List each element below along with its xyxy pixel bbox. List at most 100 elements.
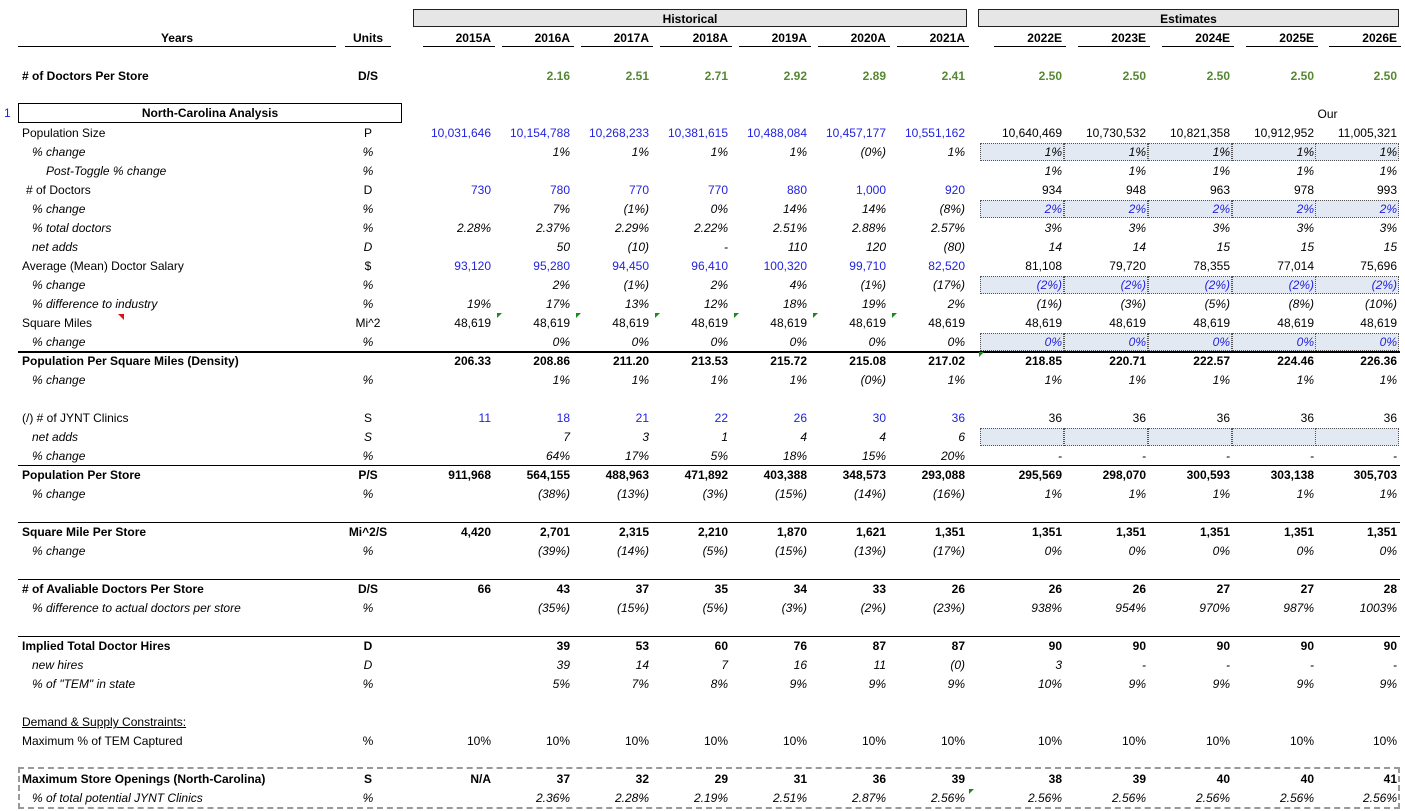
row-value: 0% (947, 335, 965, 349)
row-value: 730 (470, 183, 491, 197)
table-row: Implied Total Doctor Hires D 39 53 60 76 87 87 9… (0, 637, 1405, 656)
table-row: Population Per Square Miles (Density) 206… (0, 352, 1405, 371)
row-value: 1% (789, 145, 807, 159)
row-value: 2.22% (693, 221, 728, 235)
row-value: 22 (714, 411, 728, 425)
row-value: 7 (721, 658, 728, 672)
year-2022E: 2022E (1027, 31, 1062, 45)
row-label: Maximum Store Openings (North-Carolina) (22, 772, 266, 786)
row-value: 934 (1041, 183, 1062, 197)
row-value: 19% (861, 297, 886, 311)
row-value: - (1310, 658, 1314, 672)
row-value: 1% (1296, 145, 1314, 159)
row-value: 75,696 (1360, 259, 1397, 273)
row-value: 10% (466, 734, 491, 748)
row-value: 87 (872, 639, 886, 653)
toggle-input-cell[interactable] (980, 333, 1064, 351)
row-value: 79,720 (1109, 259, 1146, 273)
year-2023E: 2023E (1111, 31, 1146, 45)
row-value: 27 (1300, 582, 1314, 596)
row-value: 220.71 (1109, 354, 1146, 368)
row-value: 9% (868, 677, 886, 691)
row-value: 90 (1383, 639, 1397, 653)
row-value: 2.56% (1027, 791, 1062, 805)
toggle-input-cell[interactable] (1315, 143, 1399, 161)
formula-flag-icon (734, 313, 739, 318)
row-value: 3% (1128, 221, 1146, 235)
row-value: (1%) (1036, 297, 1062, 311)
toggle-input-cell[interactable] (1064, 428, 1148, 446)
row-value: 4% (789, 278, 807, 292)
row-value (1323, 428, 1397, 447)
toggle-input-cell[interactable] (1064, 333, 1148, 351)
toggle-input-cell[interactable] (980, 143, 1064, 161)
toggle-input-cell[interactable] (980, 276, 1064, 294)
row-value: 19% (466, 297, 491, 311)
row-label: Population Size (22, 126, 106, 140)
row-value: 2.56% (930, 791, 965, 805)
row-value: 1% (1212, 164, 1230, 178)
row-value (417, 67, 491, 86)
row-value (417, 428, 491, 447)
row-value: 29 (714, 772, 728, 786)
row-value: 39 (1132, 772, 1146, 786)
toggle-input-cell[interactable] (1148, 200, 1232, 218)
row-value: 94,450 (612, 259, 649, 273)
row-value: 37 (556, 772, 570, 786)
row-value: 1% (1128, 145, 1146, 159)
row-value: 0% (1128, 544, 1146, 558)
row-value (575, 713, 649, 732)
toggle-input-cell[interactable] (1315, 333, 1399, 351)
row-value: 18 (556, 411, 570, 425)
table-row: % of "TEM" in state% 5% 7% 8% 9% 9% 9% 10% 9% 9% 9… (0, 675, 1405, 694)
row-value: (15%) (774, 544, 807, 558)
row-value: 34 (793, 582, 807, 596)
row-label: (/) # of JYNT Clinics (22, 411, 129, 425)
table-row: % difference to industry% 19% 17% 13% 12% 18%… (0, 295, 1405, 314)
row-unit: D (363, 240, 373, 254)
row-value: N/A (470, 772, 491, 786)
row-value (1156, 428, 1230, 447)
units-label: Units (353, 31, 383, 45)
toggle-input-cell[interactable] (1064, 276, 1148, 294)
row-value: (1%) (623, 278, 649, 292)
row-label: net adds (32, 430, 79, 444)
toggle-input-cell[interactable] (1315, 276, 1399, 294)
toggle-input-cell[interactable] (1064, 200, 1148, 218)
row-value: 99,710 (849, 259, 886, 273)
row-value: 36 (1216, 411, 1230, 425)
row-value: 14% (782, 202, 807, 216)
table-row: Square Mile Per Store Mi^2/S 4,420 2,701 2,3… (0, 523, 1405, 542)
row-value: 90 (1132, 639, 1146, 653)
row-value: 1% (1128, 373, 1146, 387)
row-value: - (724, 240, 728, 254)
row-value (1240, 713, 1314, 732)
toggle-input-cell[interactable] (980, 200, 1064, 218)
row-value: 0% (552, 335, 570, 349)
toggle-input-cell[interactable] (980, 428, 1064, 446)
year-underline (994, 46, 1066, 47)
toggle-input-cell[interactable] (1315, 428, 1399, 446)
toggle-input-cell[interactable] (1148, 143, 1232, 161)
row-label: % change (32, 335, 86, 349)
toggle-input-cell[interactable] (1315, 200, 1399, 218)
toggle-input-cell[interactable] (1148, 276, 1232, 294)
toggle-input-cell[interactable] (1064, 143, 1148, 161)
row-value: (3%) (702, 487, 728, 501)
toggle-input-cell[interactable] (1148, 428, 1232, 446)
row-value: (2%) (1288, 278, 1314, 292)
row-value: 15 (1216, 240, 1230, 254)
max-store-openings-box (18, 767, 1400, 809)
row-value: 208.86 (533, 354, 570, 368)
year-underline (818, 46, 890, 47)
row-value: 0% (1379, 335, 1397, 349)
row-value: 9% (1212, 677, 1230, 691)
row-unit: % (362, 544, 374, 558)
row-value: (80) (943, 240, 965, 254)
row-value (417, 542, 491, 561)
toggle-input-cell[interactable] (1148, 333, 1232, 351)
row-value (417, 447, 491, 466)
row-value: 938% (1031, 601, 1062, 615)
row-value: 1,870 (776, 525, 807, 539)
row-value: 32 (635, 772, 649, 786)
